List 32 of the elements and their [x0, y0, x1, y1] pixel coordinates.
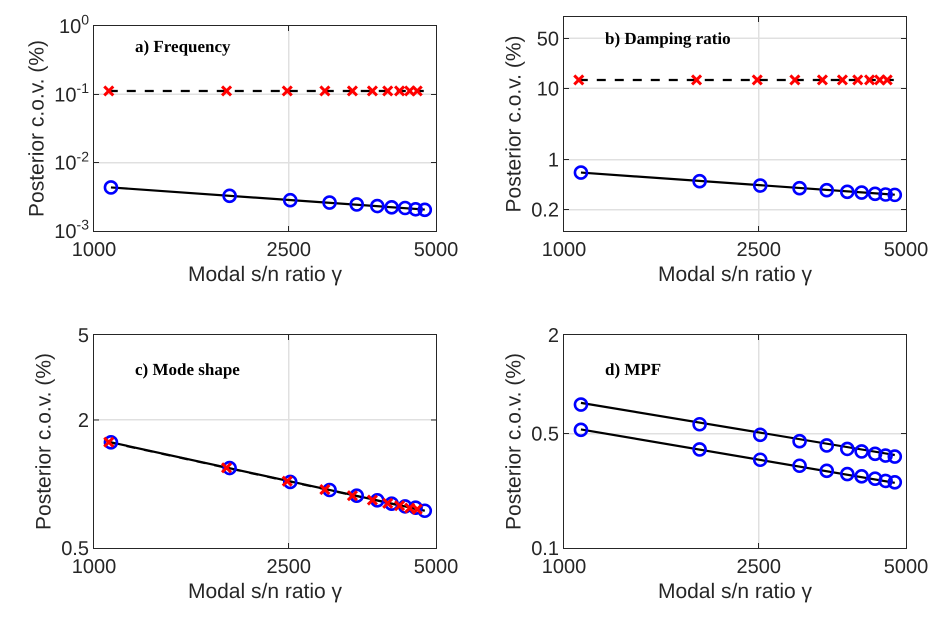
annotation: c) Mode shape — [135, 360, 240, 379]
y-tick-label: 50 — [536, 28, 559, 50]
x-axis-title: Modal s/n ratio γ — [658, 580, 813, 604]
y-tick-label: 0.2 — [531, 200, 559, 222]
y-tick-label: 10$^{-2}$ — [54, 148, 90, 175]
x-axis-title: Modal s/n ratio γ — [188, 263, 343, 286]
y-tick-label: 2 — [78, 410, 89, 432]
y-tick-label: 1 — [548, 150, 559, 172]
y-tick-label: 10$^{0}$ — [58, 12, 90, 38]
x-tick-label: 1000 — [542, 239, 586, 261]
annotation: a) Frequency — [135, 37, 232, 56]
y-tick-label: 10$^{-1}$ — [54, 80, 90, 106]
x-tick-label: 2500 — [266, 556, 311, 578]
y-tick-label: 10 — [536, 78, 559, 100]
x-tick-label: 5000 — [884, 556, 928, 578]
x-tick-label: 2500 — [736, 239, 781, 261]
x-tick-label: 5000 — [414, 556, 458, 578]
y-axis-title: Posterior c.o.v. (%) — [502, 36, 526, 212]
y-tick-label: 2 — [548, 325, 559, 347]
x-tick-label: 5000 — [414, 239, 458, 261]
y-tick-label: 0.5 — [531, 424, 559, 446]
y-axis-title: Posterior c.o.v. (%) — [502, 353, 526, 530]
x-axis-title: Modal s/n ratio γ — [658, 263, 813, 286]
x-tick-label: 5000 — [884, 239, 928, 261]
y-axis-title: Posterior c.o.v. (%) — [32, 353, 56, 530]
annotation: b) Damping ratio — [605, 29, 731, 48]
annotation: d) MPF — [605, 360, 662, 379]
x-axis-title: Modal s/n ratio γ — [188, 580, 343, 604]
x-tick-label: 2500 — [266, 239, 311, 261]
y-axis-title: Posterior c.o.v. (%) — [25, 40, 48, 217]
x-tick-label: 2500 — [736, 556, 781, 578]
y-tick-label: 5 — [78, 325, 89, 347]
